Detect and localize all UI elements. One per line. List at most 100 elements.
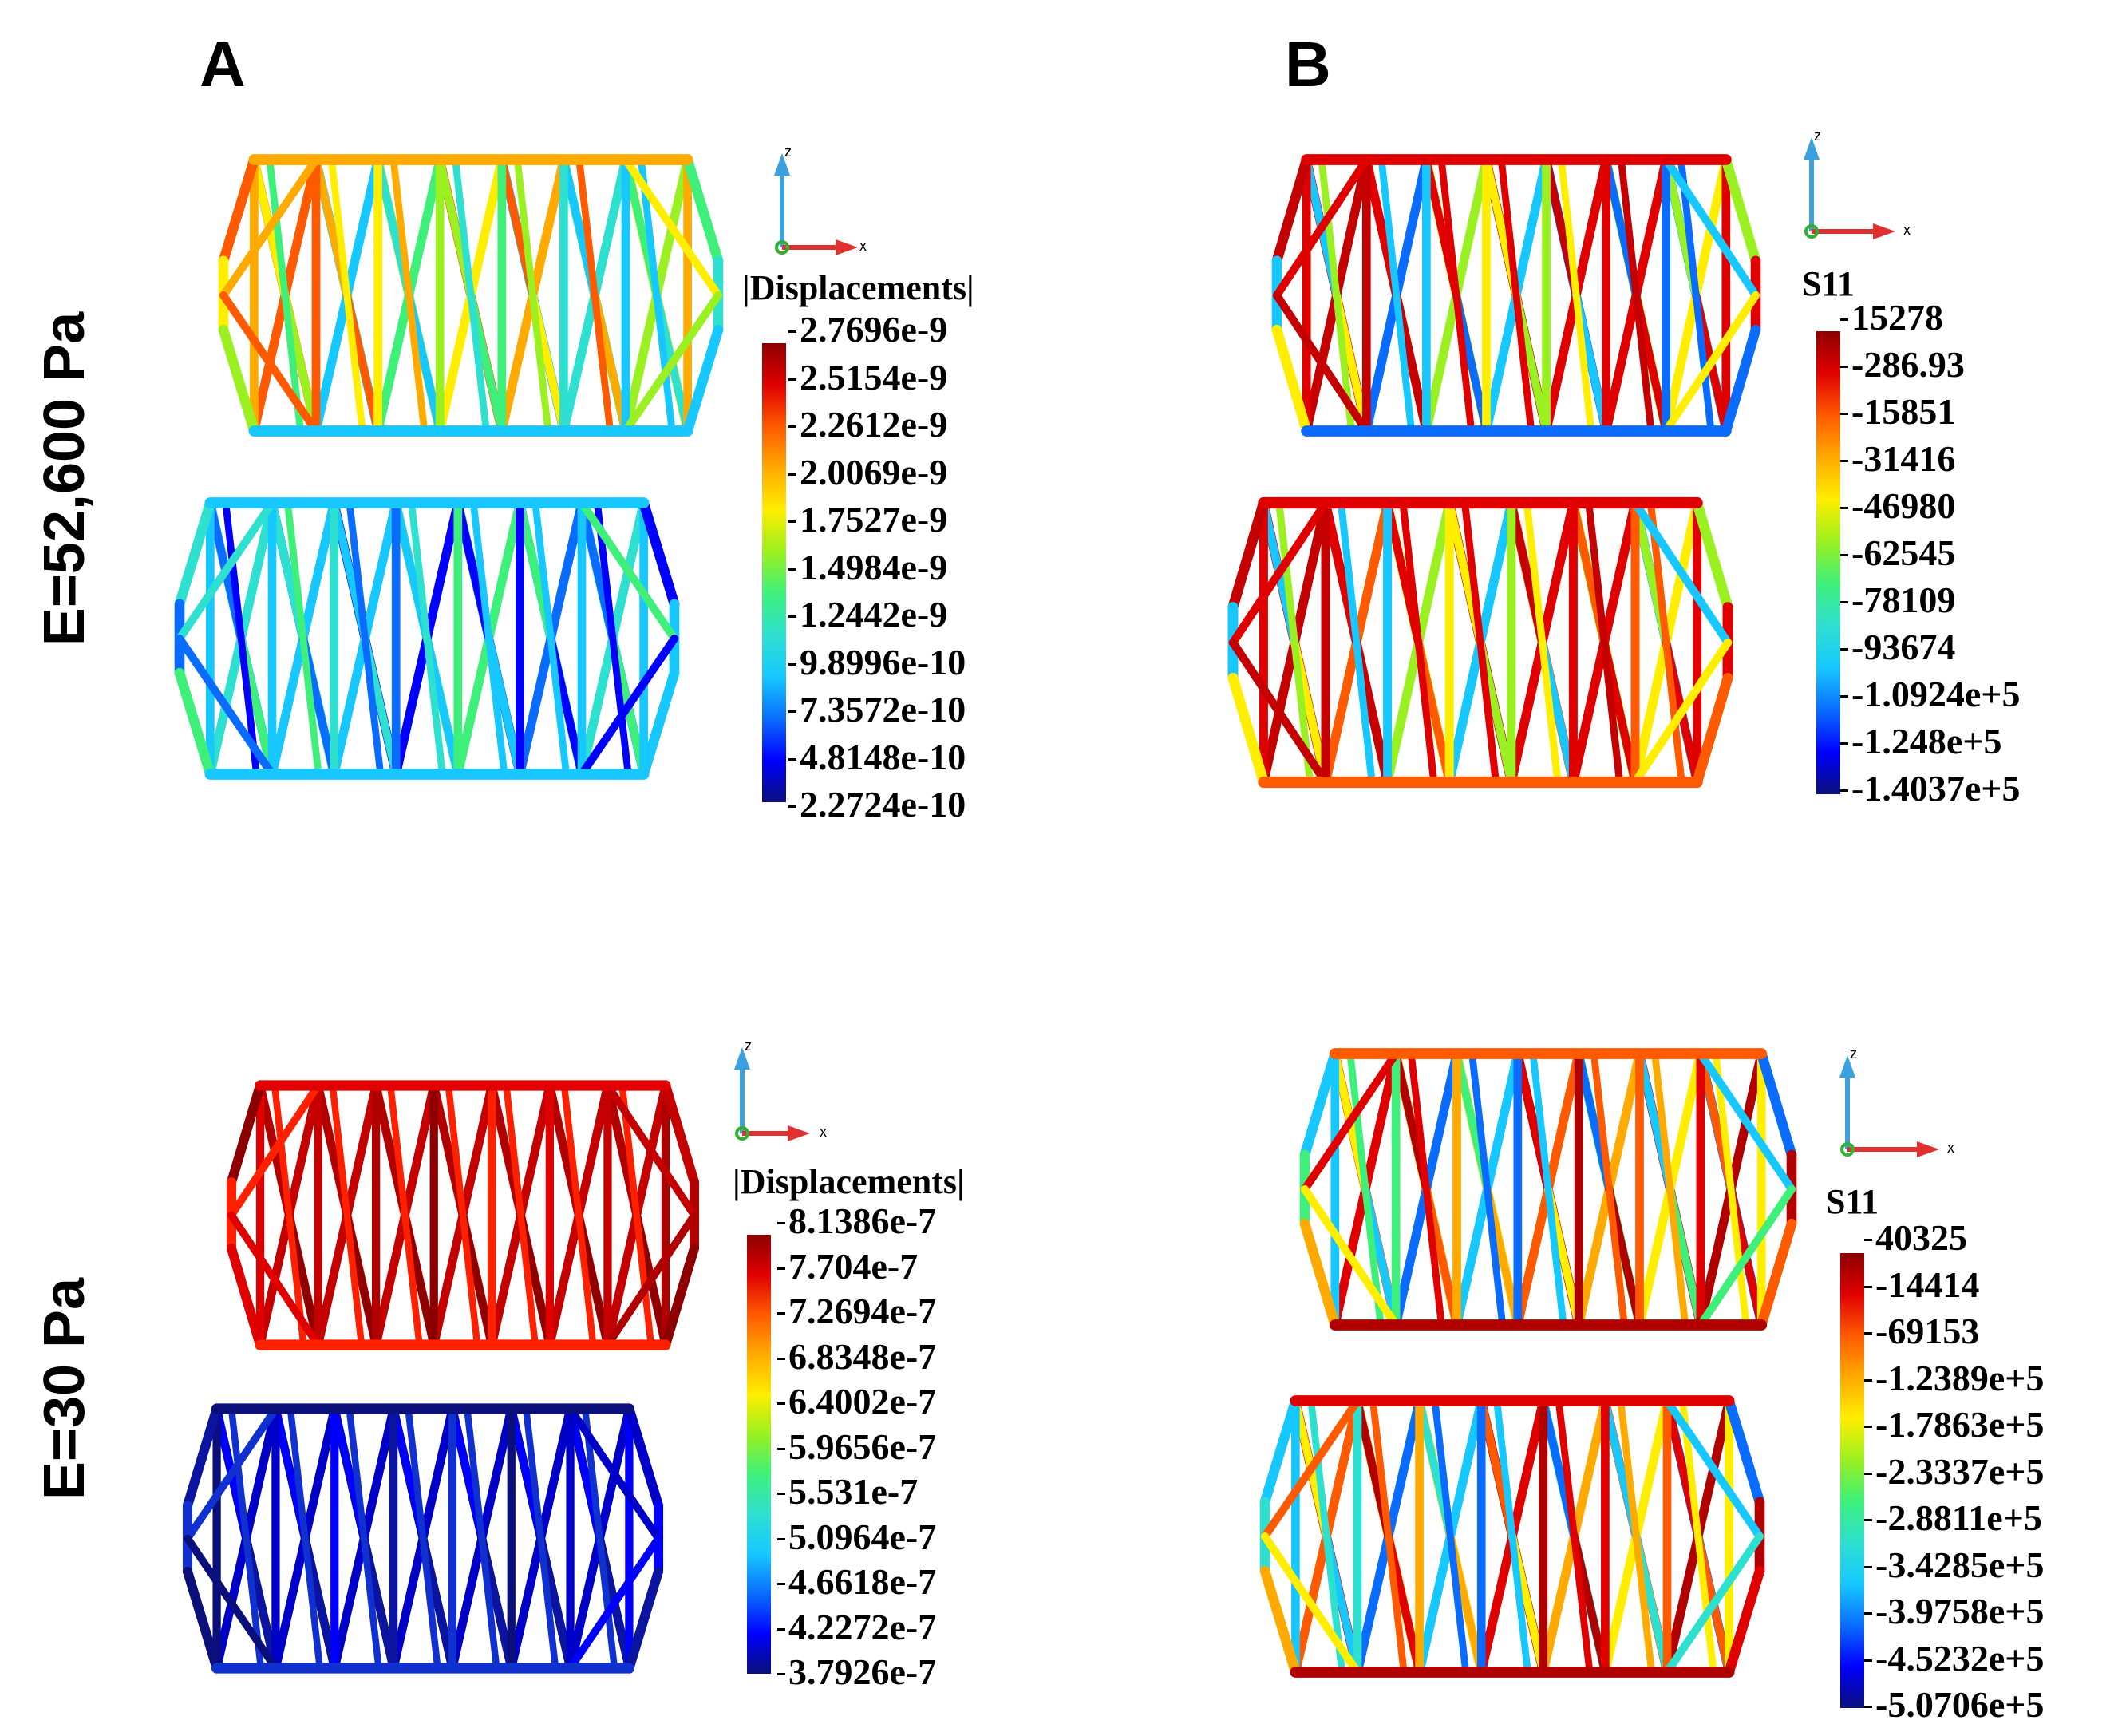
legend-tick [1840,648,1848,651]
legend-tick-label: 15278 [1851,297,1943,338]
lattice-strut [1662,155,1760,300]
lattice-strut [464,1405,500,1672]
legend-tick [1840,460,1848,462]
legend-tick-label: 2.7696e-9 [800,309,948,350]
legend-tick-label: 2.2724e-10 [800,784,966,825]
lattice-strut [1407,1050,1445,1329]
legend-tick-label: 7.3572e-10 [800,689,966,730]
lattice-strut [346,1405,382,1672]
lattice-strut [1617,1397,1656,1676]
lattice-strut [408,499,446,778]
legend-tick-label: -2.8811e+5 [1875,1497,2042,1538]
lattice-strut [1228,498,1330,647]
legend-tick [1840,413,1848,415]
axis-triad-a-bottom: z x [722,1038,842,1157]
legend-tick-label: 9.8996e-10 [800,641,966,682]
axis-triad-b-bottom: z x [1828,1046,1971,1173]
legend-tick [1840,601,1848,603]
legend-tick [777,1222,785,1224]
legend-tick [777,1402,785,1405]
legend-tick [788,710,796,713]
axis-arrows-icon [1839,1055,1939,1157]
lattice-strut [1721,154,1761,267]
legend-tick [1864,1378,1872,1382]
legend-tick-label: -14414 [1875,1263,1980,1305]
lattice-strut [222,499,261,778]
legend-tick-label: 7.2694e-7 [788,1291,937,1331]
lattice-strut [603,1211,698,1349]
lattice-strut [1227,672,1269,788]
lattice-strut [1557,156,1595,435]
legend-tick-label: 6.4002e-7 [788,1381,937,1422]
lattice-strut [175,498,277,643]
lattice-strut [1678,1397,1717,1676]
lattice-strut [283,499,322,778]
legend-tick-label: -15851 [1851,391,1956,432]
lattice-strut [560,1082,597,1349]
legend-tick [777,1493,785,1495]
lattice-b-bottom-back [1259,1395,1765,1678]
lattice-strut [624,1566,664,1674]
lattice-strut [522,1405,559,1672]
lattice-b-bottom-front [1299,1048,1797,1331]
legend-tick-label: -5.0706e+5 [1875,1684,2045,1725]
legend-tick-label: -3.4285e+5 [1875,1544,2045,1585]
row-label-bottom: E=30 Pa [33,1277,97,1501]
legend-s11-bottom: S11 40325 -14414 -69153 -1.2389e+5 -1.7863e+… [1826,1181,2118,1732]
lattice-strut [1260,1532,1362,1677]
lattice-strut [227,1082,322,1220]
lattice-strut [1646,499,1685,786]
lattice-strut [1756,1218,1797,1331]
lattice-strut [452,156,490,435]
lattice-strut [637,156,676,435]
lattice-strut [1228,638,1330,787]
colorbar [1816,331,1840,794]
legend-tick [1864,1612,1872,1615]
legend-tick [1864,1659,1872,1662]
lattice-strut [1272,291,1371,436]
legend-tick-label: 5.0964e-7 [788,1516,937,1557]
lattice-strut [1300,1184,1401,1330]
legend-tick-label: 7.704e-7 [788,1245,919,1287]
axis-z-label: z [1814,128,1821,144]
legend-displacement-bottom: |Displacements| 8.1386e-7 7.704e-7 7.2694e… [733,1161,1052,1691]
lattice-strut [1399,499,1438,786]
legend-tick [788,378,796,381]
lattice-strut [1307,1397,1346,1676]
lattice-a-top-front [218,154,724,437]
lattice-b-top-back [1227,496,1733,789]
legend-tick [1840,318,1848,321]
lattice-strut [1377,156,1416,435]
legend-tick [777,1627,785,1631]
lattice-strut [1662,1396,1764,1541]
lattice-strut [581,1405,618,1672]
legend-tick [788,662,796,666]
colorbar [1840,1253,1864,1708]
legend-tick [777,1447,785,1450]
axis-arrows-icon [734,1047,810,1141]
axis-z-label: z [784,144,792,160]
legend-tick-label: -286.93 [1851,344,1965,385]
legend-tick-label: 1.7527e-9 [800,499,948,540]
lattice-strut [1493,1397,1531,1676]
legend-tick [777,1583,785,1585]
legend-tick [788,425,796,428]
lattice-strut [1461,499,1500,786]
legend-tick [777,1537,785,1540]
legend-tick-label: 4.2272e-7 [788,1606,937,1647]
legend-tick [788,757,796,761]
lattice-strut [227,1211,322,1349]
lattice-strut [1696,1049,1796,1194]
legend-tick-label: 6.8348e-7 [788,1335,937,1377]
lattice-strut [621,291,723,436]
legend-tick-label: -1.4037e+5 [1851,768,2021,809]
axis-z-label: z [745,1038,752,1054]
lattice-strut [1617,156,1655,435]
lattice-strut [329,1082,366,1349]
lattice-strut [1662,1532,1764,1677]
legend-tick-label: -1.0924e+5 [1851,674,2021,714]
lattice-strut [593,499,632,778]
lattice-strut [266,156,305,435]
lattice-strut [1300,1049,1401,1194]
lattice-strut [1529,1050,1567,1329]
